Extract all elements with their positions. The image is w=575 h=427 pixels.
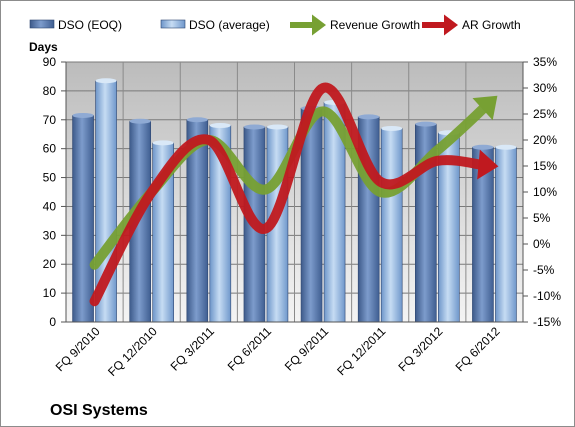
bar-cap — [95, 78, 117, 84]
legend-swatch-dso-eoq- — [29, 19, 55, 29]
bar-cap — [266, 124, 288, 130]
bar-cap — [72, 112, 94, 118]
y2-tick-label: -15% — [533, 315, 561, 329]
bar-cap — [186, 117, 208, 123]
y2-tick-label: 5% — [533, 211, 551, 225]
line-ar-growth — [89, 82, 488, 307]
y2-tick-label: 20% — [533, 133, 557, 147]
legend: DSO (EOQ) DSO (average) Revenue Growth AR G… — [29, 14, 521, 36]
bar-cap — [209, 123, 231, 129]
legend-label-ar-growth: AR Growth — [462, 18, 521, 32]
y-tick-label: 10 — [43, 286, 57, 300]
y2-tick-label: -5% — [533, 263, 555, 277]
bar-dso-average — [380, 128, 403, 323]
y2-tick-label: 0% — [533, 237, 551, 251]
bar-cap — [381, 125, 403, 131]
legend-label-revenue-growth: Revenue Growth — [330, 18, 420, 32]
y2-tick-label: -10% — [533, 289, 561, 303]
bar-cap — [415, 121, 437, 127]
legend-label-dso-average-: DSO (average) — [189, 18, 270, 32]
growth-lines — [89, 82, 499, 307]
bar-dso-eoq — [72, 115, 94, 323]
legend-arrow-revenue-growth — [312, 14, 326, 36]
arrowhead-ar-growth — [477, 149, 499, 180]
y-tick-label: 0 — [49, 315, 56, 329]
y2-tick-label: 30% — [533, 81, 557, 95]
y2-tick-label: 35% — [533, 55, 557, 69]
y-tick-label: 30 — [43, 228, 57, 242]
bar-cap — [243, 124, 265, 130]
y-tick-label: 90 — [43, 55, 57, 69]
y-tick-label: 40 — [43, 199, 57, 213]
bar-cap — [129, 118, 151, 124]
bar-cap — [152, 140, 174, 146]
y-tick-label: 70 — [43, 113, 57, 127]
y-axis-label: Days — [29, 40, 58, 54]
arrowhead-revenue-growth — [472, 95, 498, 121]
y2-tick-label: 10% — [533, 185, 557, 199]
bar-cap — [495, 144, 517, 150]
y2-tick-label: 25% — [533, 107, 557, 121]
y-tick-label: 20 — [43, 257, 57, 271]
company-name: OSI Systems — [50, 402, 148, 419]
y2-tick-label: 15% — [533, 159, 557, 173]
y-tick-label: 50 — [43, 171, 57, 185]
y-tick-label: 80 — [43, 84, 57, 98]
legend-swatch-dso-average- — [160, 19, 186, 29]
y-tick-label: 60 — [43, 142, 57, 156]
legend-arrow-ar-growth — [444, 14, 458, 36]
bar-cap — [472, 144, 494, 150]
bar-cap — [358, 114, 380, 120]
legend-label-dso-eoq-: DSO (EOQ) — [58, 18, 122, 32]
bar-dso-average — [495, 146, 517, 323]
